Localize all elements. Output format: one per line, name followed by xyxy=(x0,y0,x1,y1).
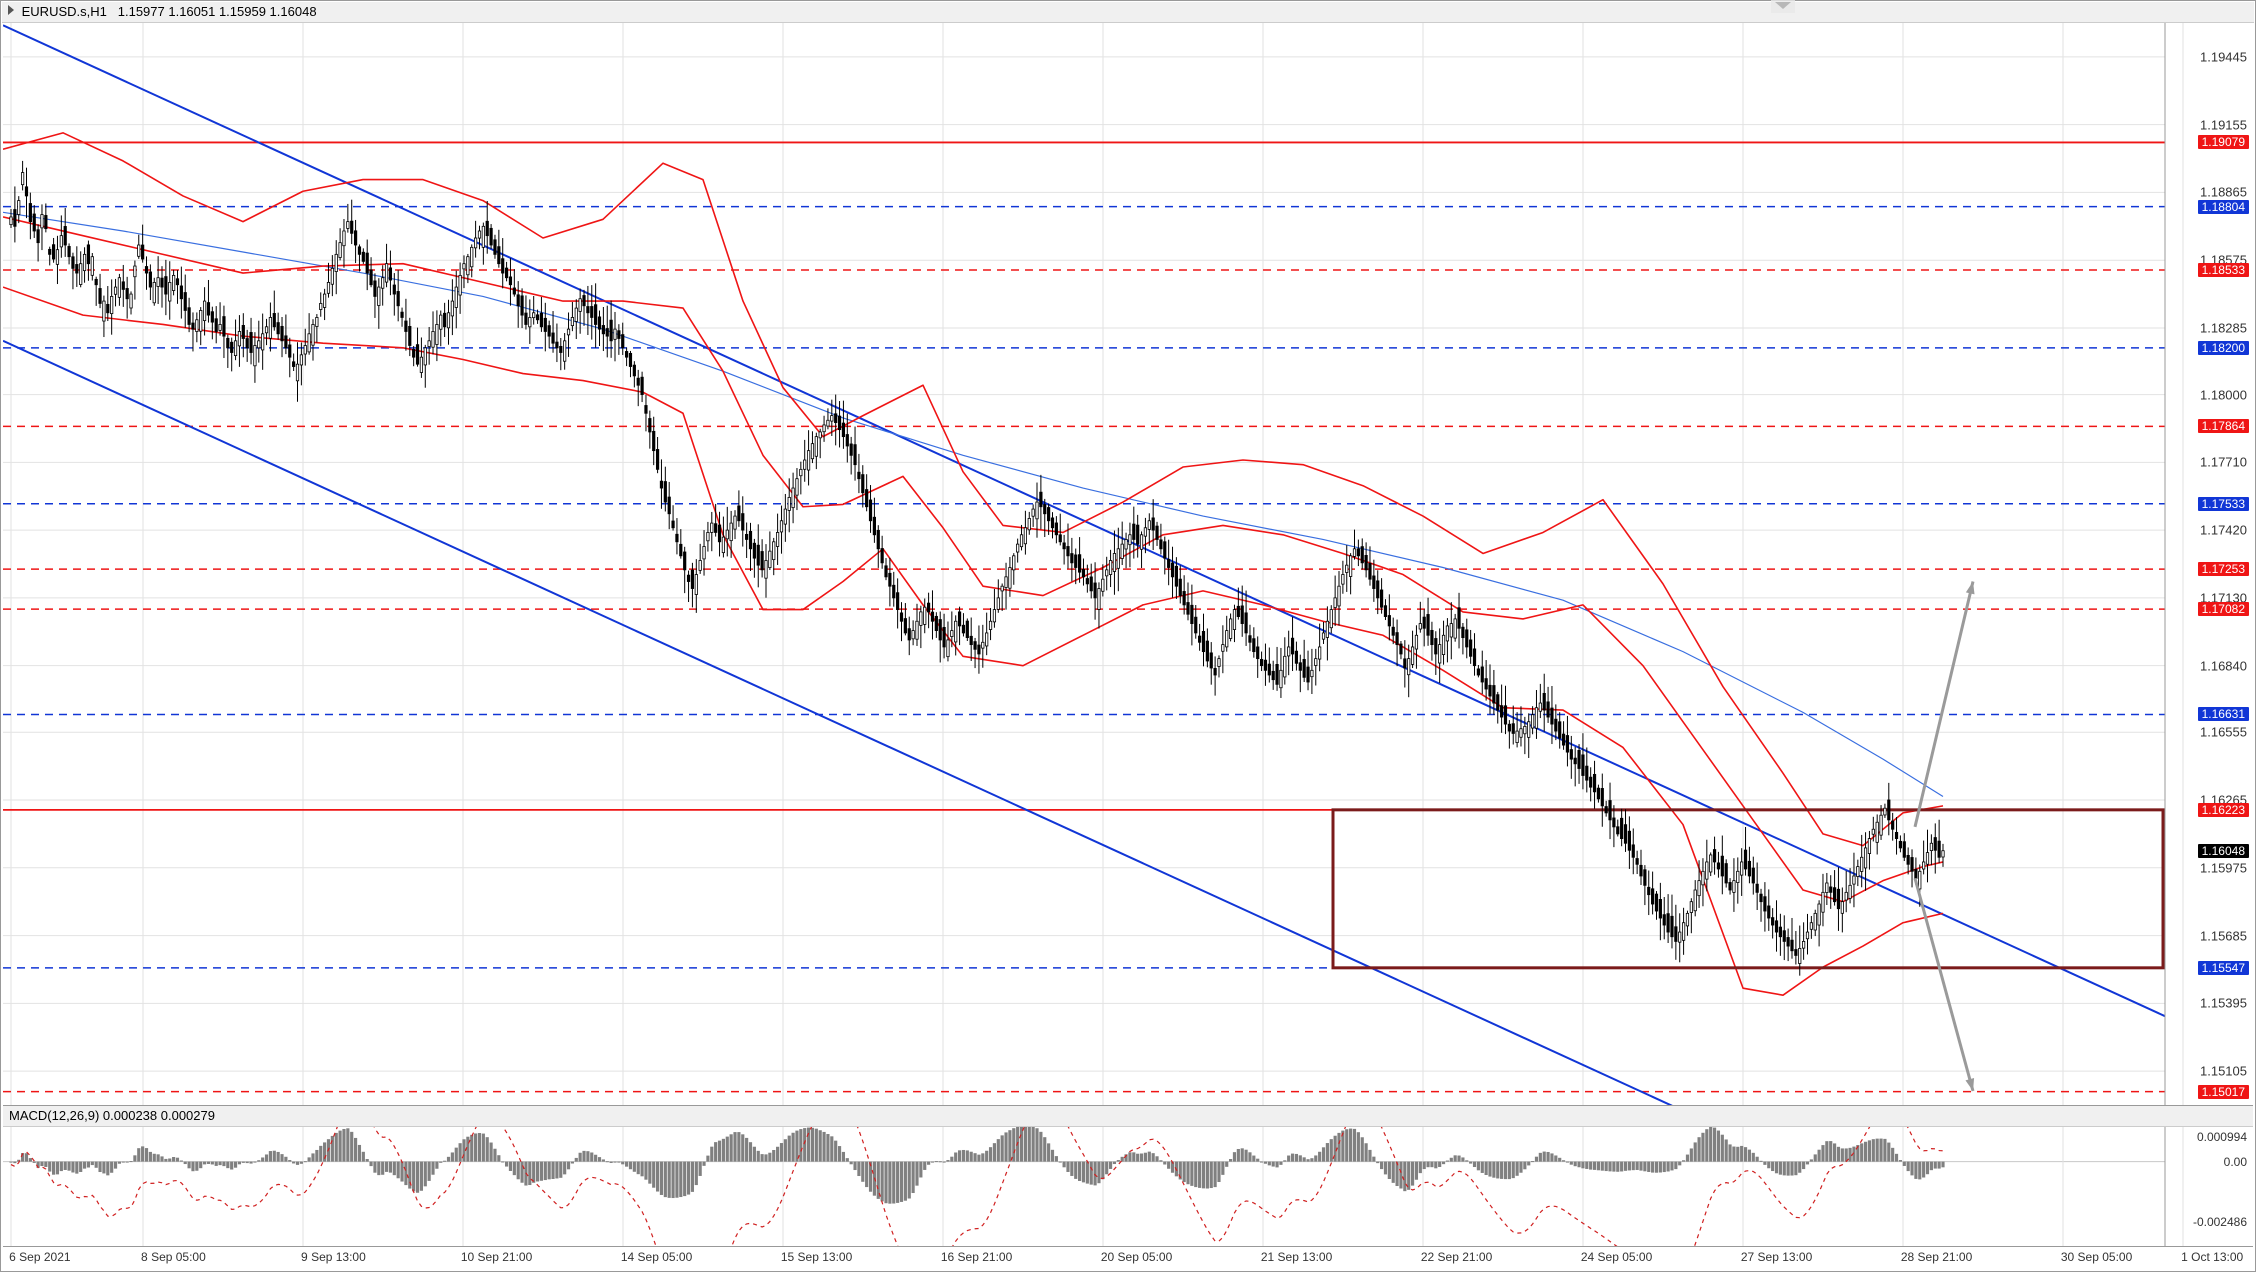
time-tick: 6 Sep 2021 xyxy=(9,1250,70,1264)
yaxis-tick: 1.16840 xyxy=(2200,658,2247,673)
time-tick: 16 Sep 21:00 xyxy=(941,1250,1012,1264)
time-tick: 28 Sep 21:00 xyxy=(1901,1250,1972,1264)
macd-pane[interactable]: 0.000994 0.00 -0.002486 xyxy=(3,1125,2253,1247)
chart-root: EURUSD.s,H1 1.15977 1.16051 1.15959 1.16… xyxy=(0,0,2256,1272)
yaxis-tick: 1.18000 xyxy=(2200,387,2247,402)
time-tick: 21 Sep 13:00 xyxy=(1261,1250,1332,1264)
price-level-tag: 1.18200 xyxy=(2198,341,2249,355)
yaxis-tick: 1.15685 xyxy=(2200,928,2247,943)
macd-svg xyxy=(3,1125,2253,1247)
symbol-infobar: EURUSD.s,H1 1.15977 1.16051 1.15959 1.16… xyxy=(2,2,2254,23)
price-level-tag: 1.17864 xyxy=(2198,419,2249,433)
time-tick: 10 Sep 21:00 xyxy=(461,1250,532,1264)
time-tick: 20 Sep 05:00 xyxy=(1101,1250,1172,1264)
yaxis-tick: 1.16555 xyxy=(2200,725,2247,740)
yaxis-tick: 1.18285 xyxy=(2200,320,2247,335)
time-tick: 14 Sep 05:00 xyxy=(621,1250,692,1264)
macd-infobar: MACD(12,26,9) 0.000238 0.000279 xyxy=(3,1105,2253,1127)
price-level-tag: 1.17082 xyxy=(2198,602,2249,616)
price-chart-pane[interactable]: 1.194451.191551.188651.185751.182851.180… xyxy=(3,23,2253,1105)
candles xyxy=(10,161,1944,976)
price-level-tag: 1.19079 xyxy=(2198,135,2249,149)
expand-icon[interactable] xyxy=(8,5,14,15)
yaxis-tick: 1.15105 xyxy=(2200,1064,2247,1079)
time-tick: 8 Sep 05:00 xyxy=(141,1250,206,1264)
price-level-tag: 1.18533 xyxy=(2198,263,2249,277)
macd-label: MACD(12,26,9) 0.000238 0.000279 xyxy=(9,1108,215,1123)
time-tick: 24 Sep 05:00 xyxy=(1581,1250,1652,1264)
macd-ytick: -0.002486 xyxy=(2193,1215,2247,1229)
yaxis-tick: 1.19445 xyxy=(2200,49,2247,64)
price-chart-svg xyxy=(3,23,2253,1105)
time-tick: 30 Sep 05:00 xyxy=(2061,1250,2132,1264)
yaxis-tick: 1.19155 xyxy=(2200,117,2247,132)
price-level-tag: 1.16048 xyxy=(2198,844,2249,858)
header-dropdown-icon[interactable] xyxy=(1771,0,1795,13)
price-level-tag: 1.16223 xyxy=(2198,803,2249,817)
time-tick: 1 Oct 13:00 xyxy=(2181,1250,2243,1264)
macd-ytick: 0.000994 xyxy=(2197,1130,2247,1144)
price-level-tag: 1.17533 xyxy=(2198,497,2249,511)
ohlc-values: 1.15977 1.16051 1.15959 1.16048 xyxy=(118,4,317,19)
yaxis-tick: 1.17710 xyxy=(2200,455,2247,470)
price-level-tag: 1.15547 xyxy=(2198,961,2249,975)
price-level-tag: 1.18804 xyxy=(2198,200,2249,214)
symbol-title: EURUSD.s,H1 xyxy=(22,4,107,19)
time-axis: 6 Sep 2021 8 Sep 05:00 9 Sep 13:00 10 Sep 2… xyxy=(3,1246,2253,1269)
time-tick: 22 Sep 21:00 xyxy=(1421,1250,1492,1264)
yaxis-tick: 1.15975 xyxy=(2200,860,2247,875)
price-level-tag: 1.16631 xyxy=(2198,707,2249,721)
yaxis-tick: 1.18865 xyxy=(2200,185,2247,200)
macd-ytick: 0.00 xyxy=(2224,1155,2247,1169)
yaxis-tick: 1.15395 xyxy=(2200,996,2247,1011)
price-level-tag: 1.17253 xyxy=(2198,562,2249,576)
yaxis-tick: 1.17420 xyxy=(2200,523,2247,538)
time-tick: 27 Sep 13:00 xyxy=(1741,1250,1812,1264)
time-tick: 15 Sep 13:00 xyxy=(781,1250,852,1264)
price-level-tag: 1.15017 xyxy=(2198,1085,2249,1099)
time-tick: 9 Sep 13:00 xyxy=(301,1250,366,1264)
